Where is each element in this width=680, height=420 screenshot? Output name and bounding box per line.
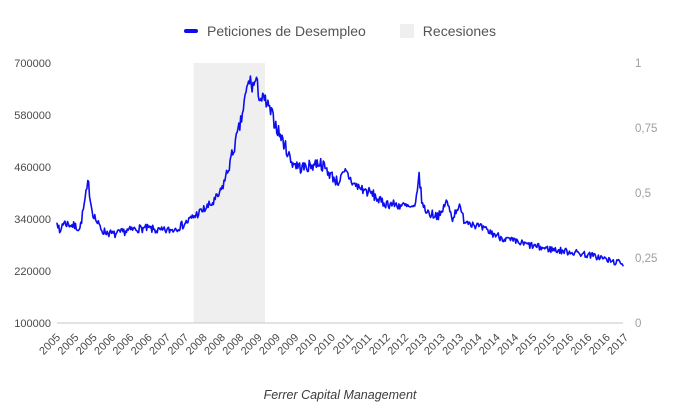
x-axis-tick-label: 2017 [605,332,631,358]
y-axis-tick-label: 700000 [14,58,51,70]
legend-label-claims: Peticiones de Desempleo [207,23,366,39]
y-axis-tick-label: 100000 [14,318,51,330]
claims-line [56,75,624,267]
right-axis-tick-label: 0 [635,318,641,330]
right-axis-tick-label: 1 [635,58,641,70]
chart-footer: Ferrer Capital Management [263,388,417,402]
legend-label-recessions: Recesiones [422,23,496,39]
y-axis-tick-label: 220000 [14,266,51,278]
right-axis-tick-label: 0,75 [635,123,657,135]
right-axis-tick-label: 0,5 [635,188,651,200]
line-swatch-icon [184,29,199,33]
y-axis-tick-label: 580000 [14,110,51,122]
legend-item-claims[interactable]: Peticiones de Desempleo [184,23,366,39]
y-axis-tick-label: 340000 [14,214,51,226]
legend-item-recessions[interactable]: Recesiones [399,23,496,39]
recession-swatch-icon [399,24,414,38]
recession-band [193,63,265,323]
y-axis-tick-label: 460000 [14,162,51,174]
right-axis-tick-label: 0,25 [635,253,657,265]
legend: Peticiones de Desempleo Recesiones [0,18,680,44]
